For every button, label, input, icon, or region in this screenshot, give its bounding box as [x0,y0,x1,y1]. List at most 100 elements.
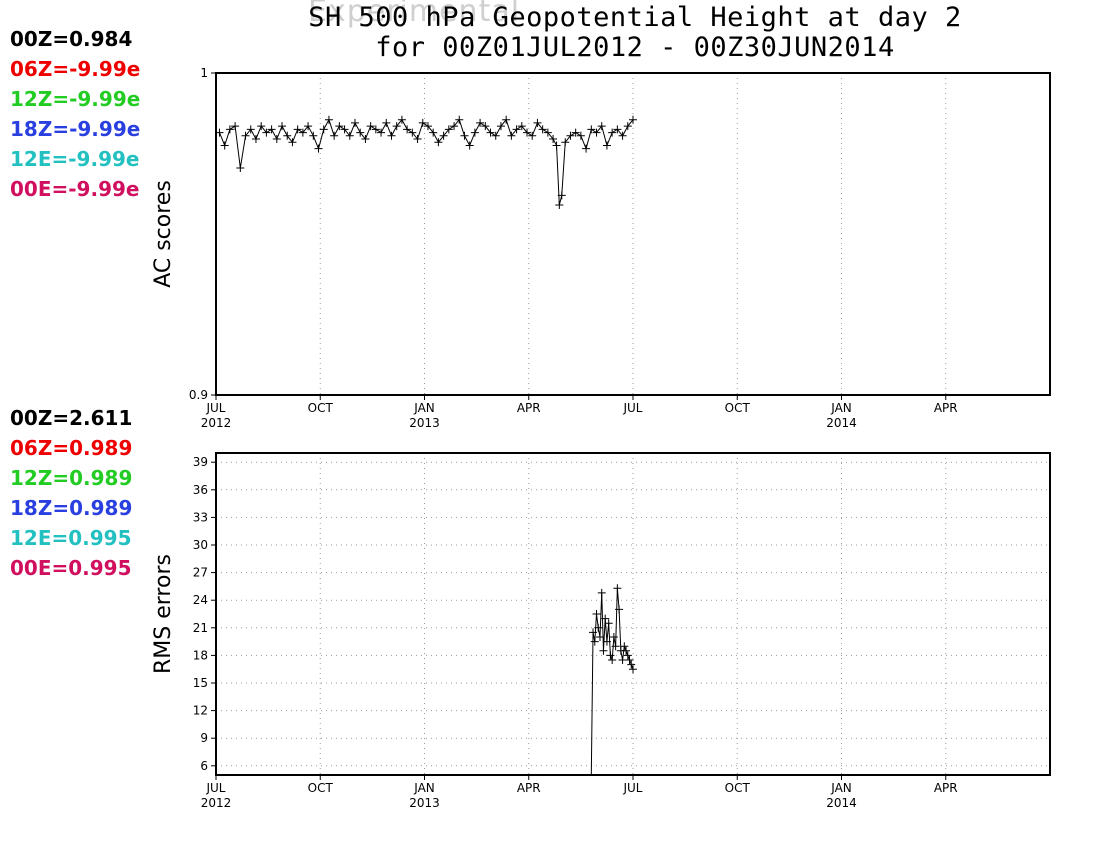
y-tick-label: 12 [193,704,208,718]
x-tick-year-label: 2013 [409,416,440,430]
series-line-00z [590,588,634,776]
data-point-marker [597,588,606,597]
data-point-marker [507,131,516,140]
data-point-marker [304,122,313,131]
x-tick-label: OCT [308,781,334,795]
x-tick-label: JUL [205,781,225,795]
data-point-marker [455,115,464,124]
data-point-marker [476,118,485,127]
data-point-marker [549,135,558,144]
data-point-marker [231,122,240,131]
data-point-marker [627,660,636,669]
data-point-marker [602,637,611,646]
data-point-marker [613,584,622,593]
data-point-marker [613,125,622,134]
data-point-marker [262,128,271,137]
x-tick-label: JAN [413,781,435,795]
data-point-marker [561,138,570,147]
data-point-marker [538,125,547,134]
data-point-marker [606,651,615,660]
data-point-marker [625,656,634,664]
chart-title-line-1: SH 500 hPa Geopotential Height at day 2 [308,2,962,33]
legend-stat-00e: 00E=0.995 [10,556,132,580]
x-tick-label: JAN [413,401,435,415]
background-watermark-title: Experimental [308,0,521,29]
data-point-marker [293,125,302,134]
legend-stat-06z: 06Z=-9.99e [10,57,141,81]
data-point-marker [608,656,617,664]
data-point-marker [429,128,438,137]
data-point-marker [571,128,580,137]
data-point-marker [486,128,495,137]
legend-stat-18z: 18Z=-9.99e [10,117,141,141]
data-point-marker [512,125,521,134]
data-point-marker [439,131,448,140]
x-tick-label: OCT [725,401,751,415]
data-point-marker [622,646,631,655]
y-axis-label: AC scores [151,180,176,288]
data-point-marker [557,191,566,200]
x-tick-year-label: 2013 [409,796,440,810]
data-point-marker [623,651,632,660]
legend-stat-12e: 12E=0.995 [10,526,132,550]
x-tick-year-label: 2014 [826,796,857,810]
x-tick-label: JAN [830,781,852,795]
data-point-marker [566,131,575,140]
data-point-marker [356,128,365,137]
legend-stat-12z: 12Z=-9.99e [10,87,141,111]
data-point-marker [589,628,598,637]
data-point-marker [309,131,318,140]
data-point-marker [615,605,624,614]
data-point-marker [272,135,281,144]
legend-stat-12e: 12E=-9.99e [10,147,140,171]
legend-stat-00e: 00E=-9.99e [10,177,140,201]
data-point-marker [278,122,287,131]
x-tick-label: APR [934,781,958,795]
data-point-marker [366,122,375,131]
data-point-marker [481,122,490,131]
data-point-marker [465,141,474,150]
y-tick-label: 0.9 [189,388,208,402]
data-point-marker [543,128,552,137]
data-point-marker [267,125,276,134]
data-point-marker [618,131,627,140]
legend-stat-06z: 06Z=0.989 [10,436,133,460]
data-point-marker [283,131,292,140]
data-point-marker [604,619,613,628]
data-point-marker [241,131,250,140]
data-point-marker [371,125,380,134]
y-tick-label: 15 [193,676,208,690]
data-point-marker [599,646,608,655]
data-point-marker [413,135,422,144]
data-point-marker [629,115,637,124]
y-tick-label: 24 [193,593,208,607]
y-tick-label: 36 [193,483,208,497]
x-tick-label: JUL [622,781,642,795]
data-point-marker [324,115,333,124]
data-point-marker [533,118,542,127]
series-line-00z [219,118,634,206]
data-point-marker [470,128,479,137]
chart-title-line-2: for 00Z01JUL2012 - 00Z30JUN2014 [375,32,895,63]
data-point-marker [620,642,629,651]
x-tick-label: APR [517,401,541,415]
data-point-marker [345,131,354,140]
data-point-marker [418,118,427,127]
x-tick-year-label: 2014 [826,416,857,430]
x-tick-label: APR [517,781,541,795]
data-point-marker [434,138,443,147]
data-point-marker [408,128,417,137]
y-tick-label: 27 [193,566,208,580]
y-axis-label: RMS errors [151,554,176,674]
x-tick-year-label: 2012 [201,416,232,430]
y-tick-label: 9 [200,731,208,745]
data-point-marker [361,135,370,144]
data-point-marker [387,131,396,140]
data-point-marker [246,125,255,134]
data-point-marker [597,122,606,131]
x-tick-label: OCT [725,781,751,795]
data-point-marker [314,144,323,153]
y-tick-label: 6 [200,759,208,773]
y-tick-label: 33 [193,510,208,524]
